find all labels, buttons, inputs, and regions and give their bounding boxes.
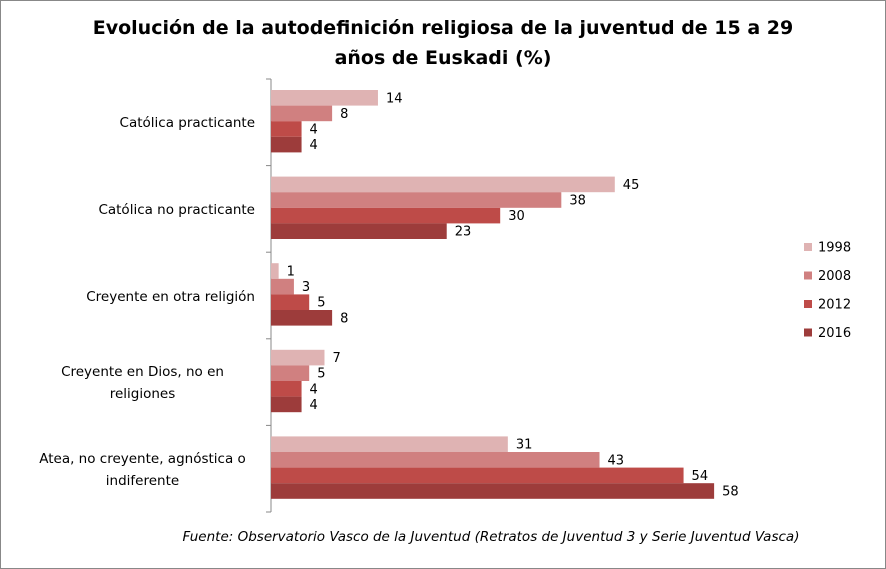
category-label: Creyente en otra religión — [86, 288, 255, 305]
bar — [271, 278, 294, 295]
bar — [271, 467, 684, 484]
data-label: 43 — [608, 453, 625, 468]
legend-swatch — [804, 300, 812, 308]
bar — [271, 483, 715, 499]
data-label: 23 — [455, 225, 472, 240]
bar — [271, 192, 562, 208]
legend-label: 2008 — [818, 269, 851, 284]
bar — [271, 294, 310, 310]
bar — [271, 207, 501, 224]
data-label: 5 — [317, 296, 325, 311]
data-label: 4 — [310, 123, 318, 138]
bar — [271, 223, 447, 239]
bar — [271, 176, 615, 193]
data-label: 38 — [569, 194, 586, 209]
bar — [271, 263, 279, 279]
data-label: 30 — [508, 209, 525, 224]
bar — [271, 365, 310, 381]
chart-title-text: Evolución de la autodefinición religiosa… — [92, 17, 794, 69]
bar — [271, 436, 508, 452]
data-label: 58 — [722, 485, 739, 500]
chart-title: Evolución de la autodefinición religiosa… — [1, 13, 885, 73]
legend-label: 2016 — [818, 326, 851, 341]
legend-label: 2012 — [818, 298, 851, 313]
legend-swatch — [804, 243, 812, 251]
category-label: Creyente en Dios, no en religiones — [61, 364, 224, 403]
data-label: 1 — [287, 265, 295, 280]
data-label: 5 — [317, 367, 325, 382]
bar — [271, 310, 333, 326]
data-label: 4 — [310, 398, 318, 413]
category-label: Atea, no creyente, agnóstica o indiferen… — [39, 450, 246, 489]
data-label: 4 — [310, 382, 318, 397]
bar — [271, 349, 325, 366]
bar — [271, 90, 378, 106]
data-label: 54 — [692, 469, 709, 484]
bar — [271, 396, 302, 413]
data-label: 8 — [340, 311, 348, 326]
category-label: Católica practicante — [119, 115, 255, 132]
legend-swatch — [804, 328, 812, 337]
bar — [271, 136, 302, 153]
data-label: 31 — [516, 438, 533, 453]
data-label: 4 — [310, 138, 318, 153]
bar — [271, 105, 333, 122]
legend-swatch — [804, 271, 812, 280]
data-label: 14 — [386, 91, 403, 106]
bar — [271, 121, 302, 137]
bar — [271, 452, 600, 468]
bar — [271, 381, 302, 397]
legend-label: 1998 — [818, 241, 851, 256]
data-label: 7 — [332, 351, 340, 366]
data-label: 8 — [340, 107, 348, 122]
data-label: 45 — [623, 178, 640, 193]
data-label: 3 — [302, 280, 310, 295]
source-note: Fuente: Observatorio Vasco de la Juventu… — [182, 529, 800, 545]
category-label: Católica no practicante — [98, 201, 255, 218]
